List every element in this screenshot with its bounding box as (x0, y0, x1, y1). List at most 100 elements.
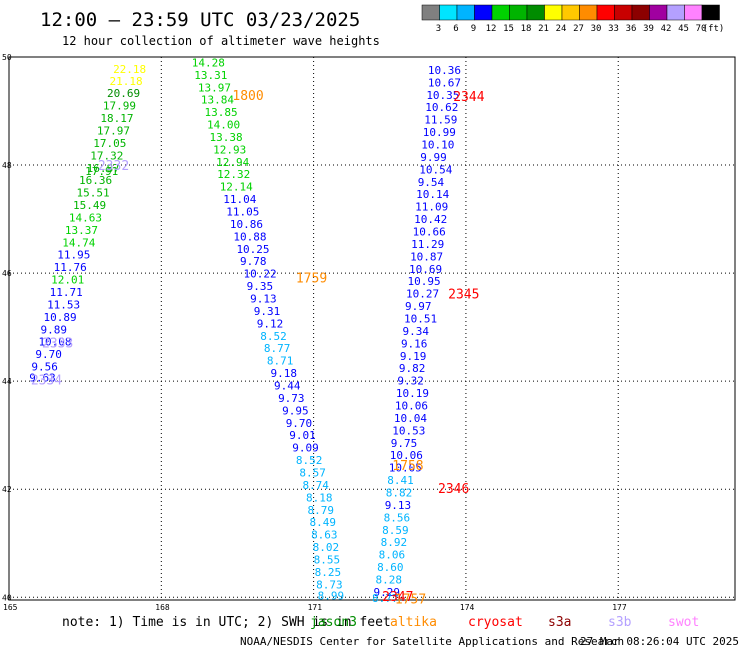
wave-height-point: 10.86 (230, 218, 263, 231)
legend-cryosat: cryosat (468, 615, 523, 630)
wave-height-point: 8.92 (381, 536, 408, 549)
wave-height-point: 8.49 (310, 516, 337, 529)
colorbar-label: 42 (661, 24, 672, 34)
colorbar-label: 18 (521, 24, 532, 34)
colorbar-swatch (596, 4, 615, 21)
colorbar-label: 33 (608, 24, 619, 34)
colorbar-label: 15 (503, 24, 514, 34)
wave-height-point: 16.36 (79, 174, 112, 187)
colorbar-swatch (439, 4, 458, 21)
wave-height-point: 10.69 (409, 263, 442, 276)
wave-height-point: 13.84 (201, 94, 234, 107)
legend: jason3 altika cryosat s3a s3b swot (310, 615, 699, 630)
colorbar-label: 45 (678, 24, 689, 34)
chart-title: 12:00 – 23:59 UTC 03/23/2025 (40, 9, 360, 31)
colorbar-swatch (456, 4, 475, 21)
colorbar: 3 6 9 12 15 18 21 24 27 30 33 36 39 42 45 70(ft) (421, 4, 724, 34)
wave-height-point: 9.12 (257, 317, 284, 330)
wave-height-point: 9.97 (405, 300, 432, 313)
wave-height-point: 12.32 (217, 168, 250, 181)
wave-height-point: 8.56 (384, 511, 411, 524)
wave-height-point: 11.71 (50, 286, 83, 299)
colorbar-label: 70 (696, 24, 707, 34)
x-tick-label: 177 (612, 603, 627, 612)
pass-time-label: 2345 (448, 288, 479, 303)
wave-height-point: 11.53 (47, 298, 80, 311)
wave-height-point: 10.54 (419, 163, 452, 176)
wave-height-point: 17.91 (85, 165, 118, 178)
legend-altika: altika (390, 615, 437, 630)
wave-height-point: 16.87 (87, 162, 120, 175)
colorbar-swatch (421, 4, 440, 21)
colorbar-label: 39 (643, 24, 654, 34)
wave-height-point: 8.60 (377, 561, 404, 574)
wave-height-point: 10.95 (408, 275, 441, 288)
legend-s3a: s3a (548, 615, 571, 630)
wave-height-point: 9.29 (374, 586, 401, 599)
wave-height-point: 11.95 (57, 249, 90, 262)
y-tick-label: 44 (2, 377, 12, 386)
axis-ticks: 165 168 171 174 177 40 42 44 46 48 50 (2, 53, 627, 612)
wave-height-point: 10.25 (236, 243, 269, 256)
pass-time-label: 1759 (296, 271, 327, 286)
wave-height-point: 22.18 (113, 63, 146, 76)
pass-time-labels: 1800 2332 1759 2333 2334 2344 2345 1758 2346 1757… (31, 89, 485, 608)
colorbar-swatch (631, 4, 650, 21)
y-tick-label: 50 (2, 53, 12, 62)
footer-note: note: 1) Time is in UTC; 2) SWH is in fe… (62, 615, 391, 630)
wave-height-point: 20.69 (107, 87, 140, 100)
pass-time-label: 2332 (98, 159, 129, 174)
y-tick-label: 42 (2, 485, 12, 494)
x-tick-label: 168 (155, 603, 170, 612)
plot-frame (8, 56, 736, 601)
data-points: 22.1821.1820.6917.9918.1717.9717.0517.32… (29, 56, 461, 604)
wave-height-point: 14.63 (69, 211, 102, 224)
pass-time-label: 2334 (31, 374, 62, 389)
wave-height-point: 8.25 (315, 566, 342, 579)
legend-s3b: s3b (608, 615, 632, 630)
wave-height-point: 9.16 (401, 337, 428, 350)
wave-height-point: 8.82 (386, 486, 413, 499)
wave-height-point: 9.95 (282, 404, 309, 417)
colorbar-label: 36 (626, 24, 637, 34)
wave-height-point: 17.32 (90, 149, 123, 162)
wave-height-point: 13.37 (65, 224, 98, 237)
wave-height-point: 13.31 (194, 69, 227, 82)
wave-height-point: 8.06 (379, 549, 406, 562)
wave-height-point: 9.70 (35, 348, 62, 361)
colorbar-label: 12 (486, 24, 497, 34)
colorbar-swatch (666, 4, 685, 21)
wave-height-point: 8.41 (387, 474, 414, 487)
wave-height-point: 9.19 (400, 350, 427, 363)
wave-height-point: 9.32 (397, 375, 424, 388)
colorbar-swatch (701, 4, 720, 21)
wave-height-point: 9.34 (402, 325, 429, 338)
wave-height-point: 10.53 (392, 424, 425, 437)
colorbar-label: 30 (591, 24, 602, 34)
wave-height-point: 10.51 (404, 313, 437, 326)
wave-height-point: 10.22 (244, 268, 277, 281)
wave-height-point: 10.87 (410, 250, 443, 263)
wave-height-point: 12.01 (51, 274, 84, 287)
wave-height-point: 13.85 (204, 106, 237, 119)
colorbar-swatch (474, 4, 493, 21)
colorbar-label: 3 (436, 24, 441, 34)
colorbar-swatch (561, 4, 580, 21)
wave-height-point: 14.00 (207, 119, 240, 132)
wave-height-point: 9.70 (286, 417, 313, 430)
y-tick-label: 46 (2, 269, 12, 278)
wave-height-point: 9.89 (40, 323, 67, 336)
colorbar-swatch (684, 4, 703, 21)
wave-height-point: 10.67 (428, 76, 461, 89)
wave-height-point: 9.63 (29, 371, 56, 384)
wave-height-point: 9.99 (420, 151, 447, 164)
wave-height-point: 8.99 (318, 590, 345, 603)
wave-height-point: 17.97 (97, 124, 130, 137)
wave-height-point: 8.02 (313, 541, 340, 554)
wave-height-point: 18.17 (100, 112, 133, 125)
wave-height-point: 13.97 (198, 81, 231, 94)
wave-height-point: 9.73 (278, 392, 305, 405)
wave-height-point: 8.79 (308, 504, 335, 517)
wave-height-point: 10.89 (44, 311, 77, 324)
